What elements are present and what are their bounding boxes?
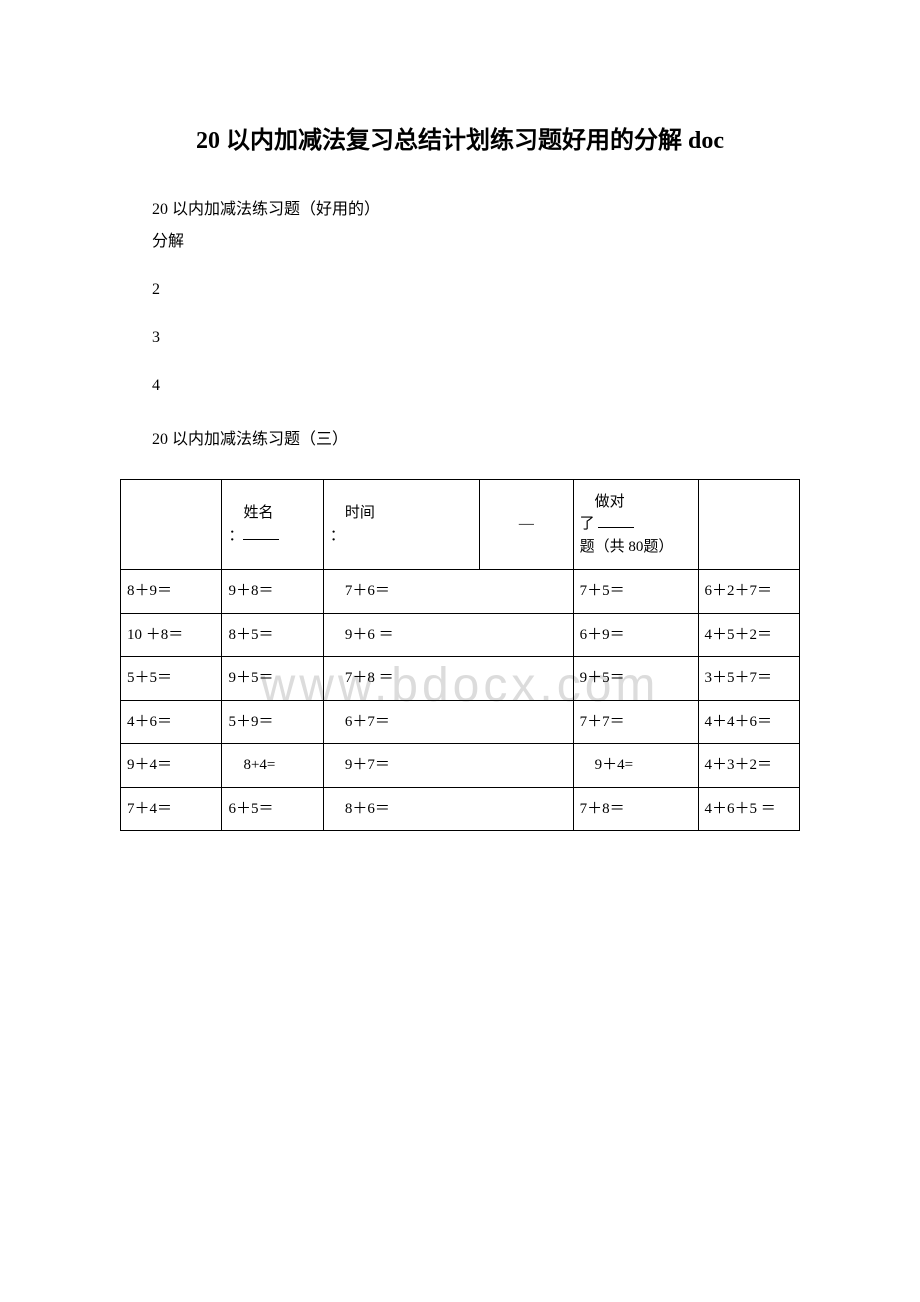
name-blank xyxy=(243,525,279,540)
cell: 6＋5＝ xyxy=(222,787,323,831)
cell: 7＋8 ＝ xyxy=(323,657,573,701)
hdr-time: 时间： xyxy=(323,480,479,570)
cell: 5＋5＝ xyxy=(121,657,222,701)
cell: 8+4= xyxy=(222,744,323,788)
table-row: 4＋6＝ 5＋9＝ 6＋7＝ 7＋7＝ 4＋4＋6＝ xyxy=(121,700,800,744)
cell: 9＋4＝ xyxy=(121,744,222,788)
cell: 7＋6＝ xyxy=(323,570,573,614)
cell: 9＋4= xyxy=(573,744,698,788)
intro-line-2: 分解 xyxy=(120,227,800,251)
table-row: 8＋9＝ 9＋8＝ 7＋6＝ 7＋5＝ 6＋2＋7＝ xyxy=(121,570,800,614)
number-2: 2 xyxy=(120,281,800,299)
table-row: 5＋5＝ 9＋5＝ 7＋8 ＝ 9＋5＝ 3＋5＋7＝ xyxy=(121,657,800,701)
score-prefix: 做对 xyxy=(595,494,625,510)
cell: 10 ＋8＝ xyxy=(121,613,222,657)
cell: 8＋6＝ xyxy=(323,787,573,831)
cell: 8＋5＝ xyxy=(222,613,323,657)
worksheet-table: 姓名： 时间： — 做对了 题（共 80题） 8＋9＝ 9＋8＝ 7＋6＝ 7＋… xyxy=(120,479,800,831)
page-title: 20 以内加减法复习总结计划练习题好用的分解 doc xyxy=(120,120,800,155)
table-header-row: 姓名： 时间： — 做对了 题（共 80题） xyxy=(121,480,800,570)
cell: 7＋7＝ xyxy=(573,700,698,744)
cell: 4＋4＋6＝ xyxy=(698,700,800,744)
hdr-score: 做对了 题（共 80题） xyxy=(573,480,698,570)
worksheet-subtitle: 20 以内加减法练习题（三） xyxy=(120,425,800,449)
hdr-blank-2 xyxy=(698,480,800,570)
table-row: 7＋4＝ 6＋5＝ 8＋6＝ 7＋8＝ 4＋6＋5 ＝ xyxy=(121,787,800,831)
hdr-name: 姓名： xyxy=(222,480,323,570)
time-label: 时间 xyxy=(345,505,375,521)
cell: 4＋6＋5 ＝ xyxy=(698,787,800,831)
cell: 8＋9＝ xyxy=(121,570,222,614)
table-row: 9＋4＝ 8+4= 9＋7＝ 9＋4= 4＋3＋2＝ xyxy=(121,744,800,788)
document-page: 20 以内加减法复习总结计划练习题好用的分解 doc 20 以内加减法练习题（好… xyxy=(0,0,920,891)
cell: 6＋9＝ xyxy=(573,613,698,657)
number-3: 3 xyxy=(120,329,800,347)
intro-line-1: 20 以内加减法练习题（好用的） xyxy=(120,195,800,219)
cell: 7＋8＝ xyxy=(573,787,698,831)
cell: 4＋5＋2＝ xyxy=(698,613,800,657)
hdr-blank-1 xyxy=(121,480,222,570)
cell: 4＋6＝ xyxy=(121,700,222,744)
dash-text: — xyxy=(519,516,534,532)
score-blank xyxy=(598,513,634,528)
score-mid: 了 xyxy=(580,516,595,532)
cell: 7＋4＝ xyxy=(121,787,222,831)
number-4: 4 xyxy=(120,377,800,395)
score-suffix: 题（共 80题） xyxy=(580,539,674,555)
cell: 9＋6 ＝ xyxy=(323,613,573,657)
cell: 6＋7＝ xyxy=(323,700,573,744)
cell: 7＋5＝ xyxy=(573,570,698,614)
name-label: 姓名 xyxy=(243,505,273,521)
cell: 9＋8＝ xyxy=(222,570,323,614)
cell: 4＋3＋2＝ xyxy=(698,744,800,788)
cell: 3＋5＋7＝ xyxy=(698,657,800,701)
cell: 9＋7＝ xyxy=(323,744,573,788)
cell: 5＋9＝ xyxy=(222,700,323,744)
cell: 6＋2＋7＝ xyxy=(698,570,800,614)
hdr-dash: — xyxy=(480,480,574,570)
table-row: 10 ＋8＝ 8＋5＝ 9＋6 ＝ 6＋9＝ 4＋5＋2＝ xyxy=(121,613,800,657)
cell: 9＋5＝ xyxy=(573,657,698,701)
cell: 9＋5＝ xyxy=(222,657,323,701)
